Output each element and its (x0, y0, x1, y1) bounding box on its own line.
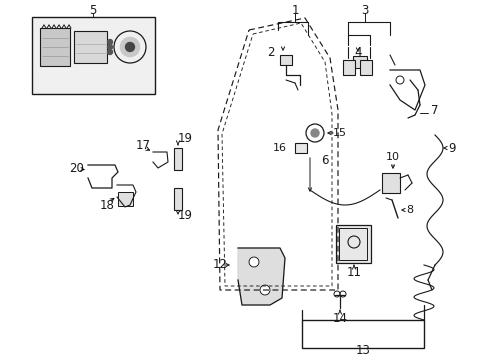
Circle shape (120, 37, 139, 57)
Bar (381, 173, 399, 193)
Text: 14: 14 (332, 311, 347, 324)
Bar (280, 55, 291, 65)
Bar (174, 148, 182, 170)
Bar (294, 143, 306, 153)
Bar (359, 60, 371, 75)
Text: 16: 16 (272, 143, 286, 153)
Circle shape (260, 285, 269, 295)
Text: 11: 11 (346, 266, 361, 279)
Circle shape (107, 45, 112, 50)
Text: 2: 2 (267, 45, 274, 59)
Bar (352, 56, 366, 68)
Circle shape (107, 40, 112, 45)
Bar (32, 17, 155, 94)
Bar (174, 188, 182, 210)
Text: 10: 10 (385, 152, 399, 162)
Text: 8: 8 (406, 205, 413, 215)
Circle shape (107, 50, 112, 54)
Text: 19: 19 (177, 131, 192, 144)
Text: 17: 17 (135, 139, 150, 152)
Text: 9: 9 (447, 141, 455, 154)
Bar (335, 225, 370, 263)
Bar (118, 192, 133, 206)
Bar (74, 31, 107, 63)
Circle shape (248, 257, 259, 267)
Text: 15: 15 (332, 128, 346, 138)
Text: 6: 6 (321, 153, 328, 166)
Text: 1: 1 (291, 4, 298, 17)
Circle shape (310, 129, 318, 137)
Circle shape (125, 42, 134, 51)
Text: 19: 19 (177, 208, 192, 221)
Text: 5: 5 (89, 4, 97, 17)
Text: 3: 3 (361, 4, 368, 17)
Bar (338, 228, 366, 260)
Bar (40, 28, 70, 66)
Text: 7: 7 (430, 104, 438, 117)
Text: 18: 18 (100, 198, 114, 212)
Text: 20: 20 (69, 162, 84, 175)
Bar (302, 320, 423, 348)
Text: 12: 12 (212, 258, 227, 271)
Polygon shape (238, 248, 285, 305)
Text: 13: 13 (355, 343, 370, 356)
Text: 4: 4 (353, 45, 361, 59)
Bar (342, 60, 354, 75)
